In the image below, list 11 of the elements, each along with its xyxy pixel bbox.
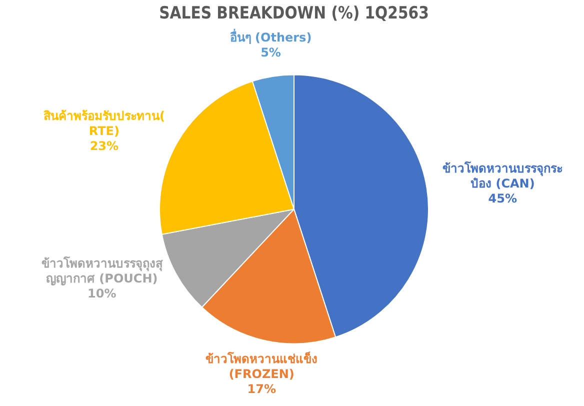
slice-label: ข้าวโพดหวานบรรจุถุงสุญญากาศ (POUCH) bbox=[41, 255, 164, 286]
slice-label: อื่นๆ (Others) bbox=[230, 28, 312, 45]
slice-label: ข้าวโพดหวานแช่แข็ง (FROZEN) bbox=[206, 351, 318, 382]
data-label: 45% bbox=[488, 192, 518, 206]
slice-label: ข้าวโพดหวานบรรจุกระป๋อง (CAN) bbox=[442, 160, 563, 191]
data-label: 17% bbox=[247, 382, 276, 396]
data-label: 5% bbox=[260, 46, 281, 60]
chart-title: SALES BREAKDOWN (%) 1Q2563 bbox=[159, 2, 429, 23]
data-label: 23% bbox=[90, 139, 119, 154]
slice-label: สินค้าพร้อมรับประทาน(RTE) bbox=[43, 109, 165, 138]
data-label: 10% bbox=[88, 286, 116, 300]
